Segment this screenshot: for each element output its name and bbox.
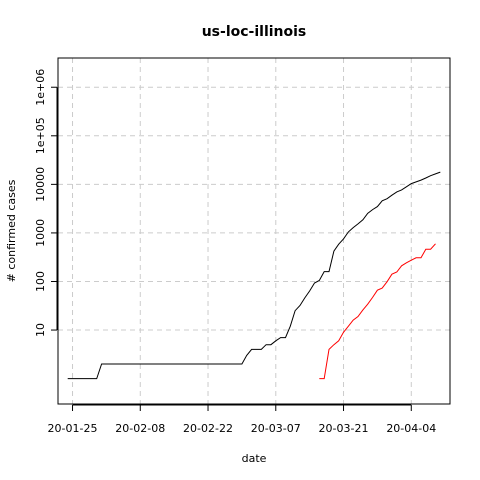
x-axis-label: date	[242, 452, 267, 465]
x-tick-label: 20-03-21	[319, 422, 369, 435]
chart-title: us-loc-illinois	[202, 24, 307, 40]
plot-frame	[57, 57, 451, 405]
y-tick-label: 1000	[34, 219, 47, 247]
y-axis-label: # confirmed cases	[5, 179, 18, 282]
y-axis: 10 100 1000 10000 1e+05 1e+06	[34, 69, 58, 337]
grid	[58, 58, 450, 404]
y-tick-label: 100	[34, 271, 47, 292]
series-group	[67, 171, 441, 380]
y-tick-label: 10000	[34, 167, 47, 202]
x-axis: 20-01-25 20-02-08 20-02-22 20-03-07 20-03-21…	[48, 404, 436, 435]
x-tick-label: 20-04-04	[386, 422, 436, 435]
series-line-1	[67, 171, 441, 380]
y-tick-label: 10	[34, 323, 47, 337]
series-line-2	[319, 243, 436, 380]
y-tick-label: 1e+05	[34, 117, 47, 154]
y-tick-label: 1e+06	[34, 69, 47, 106]
x-tick-label: 20-03-07	[251, 422, 301, 435]
x-tick-label: 20-01-25	[48, 422, 98, 435]
x-tick-label: 20-02-08	[115, 422, 165, 435]
x-tick-label: 20-02-22	[183, 422, 233, 435]
